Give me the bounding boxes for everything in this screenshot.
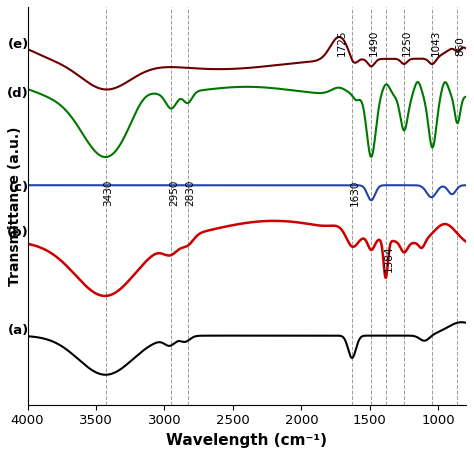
X-axis label: Wavelength (cm⁻¹): Wavelength (cm⁻¹) [166,433,327,448]
Text: 2830: 2830 [186,179,196,206]
Text: 2950: 2950 [169,179,179,206]
Y-axis label: Transmittance (a.u.): Transmittance (a.u.) [8,126,22,286]
Text: (d): (d) [7,87,29,100]
Text: 3430: 3430 [103,179,114,206]
Text: (b): (b) [7,226,29,238]
Text: 1490: 1490 [369,30,379,56]
Text: 860: 860 [456,36,465,56]
Text: 1250: 1250 [402,30,412,56]
Text: (a): (a) [8,324,29,337]
Text: 1043: 1043 [430,30,440,56]
Text: 1630: 1630 [350,179,360,206]
Text: 1725: 1725 [337,29,347,56]
Text: 1384: 1384 [383,245,393,272]
Text: (c): (c) [9,181,29,194]
Text: (e): (e) [8,38,29,51]
